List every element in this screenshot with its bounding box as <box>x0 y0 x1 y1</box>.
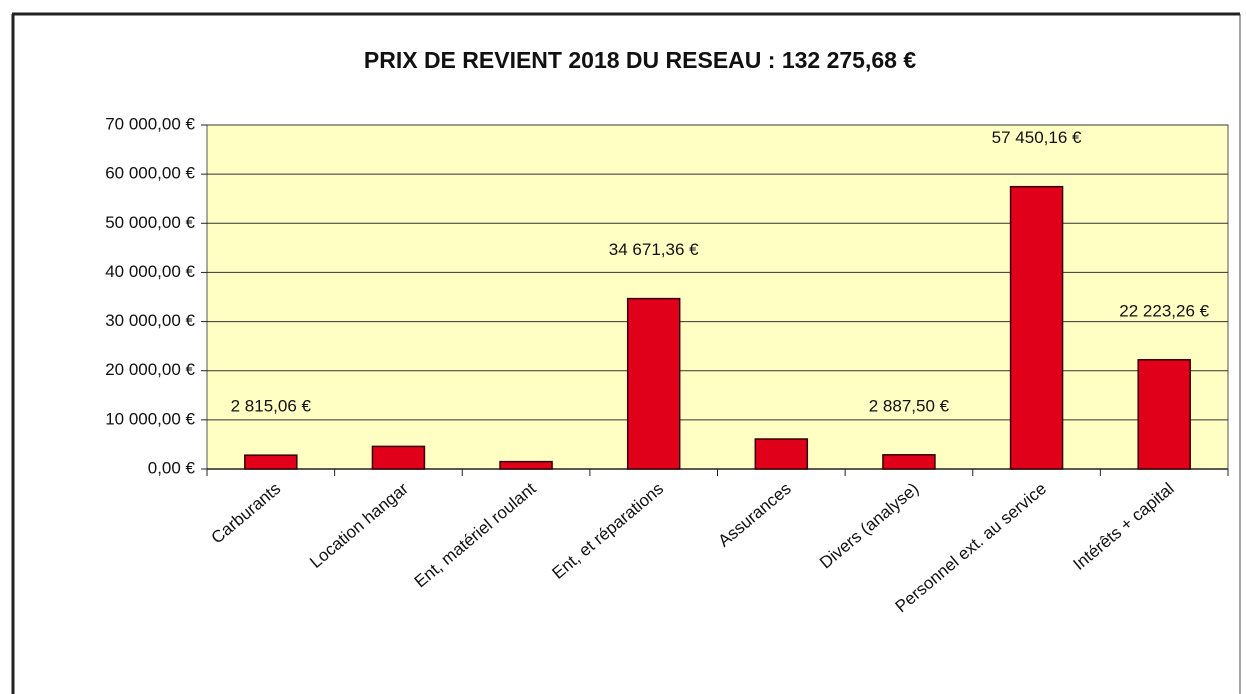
chart-title: PRIX DE REVIENT 2018 DU RESEAU : 132 275… <box>364 47 916 73</box>
data-label: 2 887,50 € <box>869 396 950 415</box>
y-tick-label: 0,00 € <box>148 458 196 477</box>
y-tick-label: 10 000,00 € <box>105 409 195 428</box>
bar <box>1009 185 1064 470</box>
data-label: 57 450,16 € <box>992 128 1082 147</box>
y-tick-label: 60 000,00 € <box>105 164 195 183</box>
bar <box>244 454 298 470</box>
y-tick-label: 70 000,00 € <box>105 114 195 133</box>
plot-area <box>206 124 1229 470</box>
y-tick-label: 40 000,00 € <box>105 262 195 281</box>
bar <box>371 445 426 470</box>
data-label: 22 223,26 € <box>1119 301 1209 320</box>
bar <box>882 454 936 470</box>
y-tick-label: 30 000,00 € <box>105 311 195 330</box>
y-tick-label: 20 000,00 € <box>105 360 195 379</box>
bar <box>754 438 809 470</box>
bar <box>1137 359 1191 470</box>
data-label: 2 815,06 € <box>231 397 312 416</box>
bar <box>626 297 681 470</box>
y-tick-label: 50 000,00 € <box>105 213 195 232</box>
data-label: 34 671,36 € <box>609 240 699 259</box>
bar <box>499 460 553 470</box>
